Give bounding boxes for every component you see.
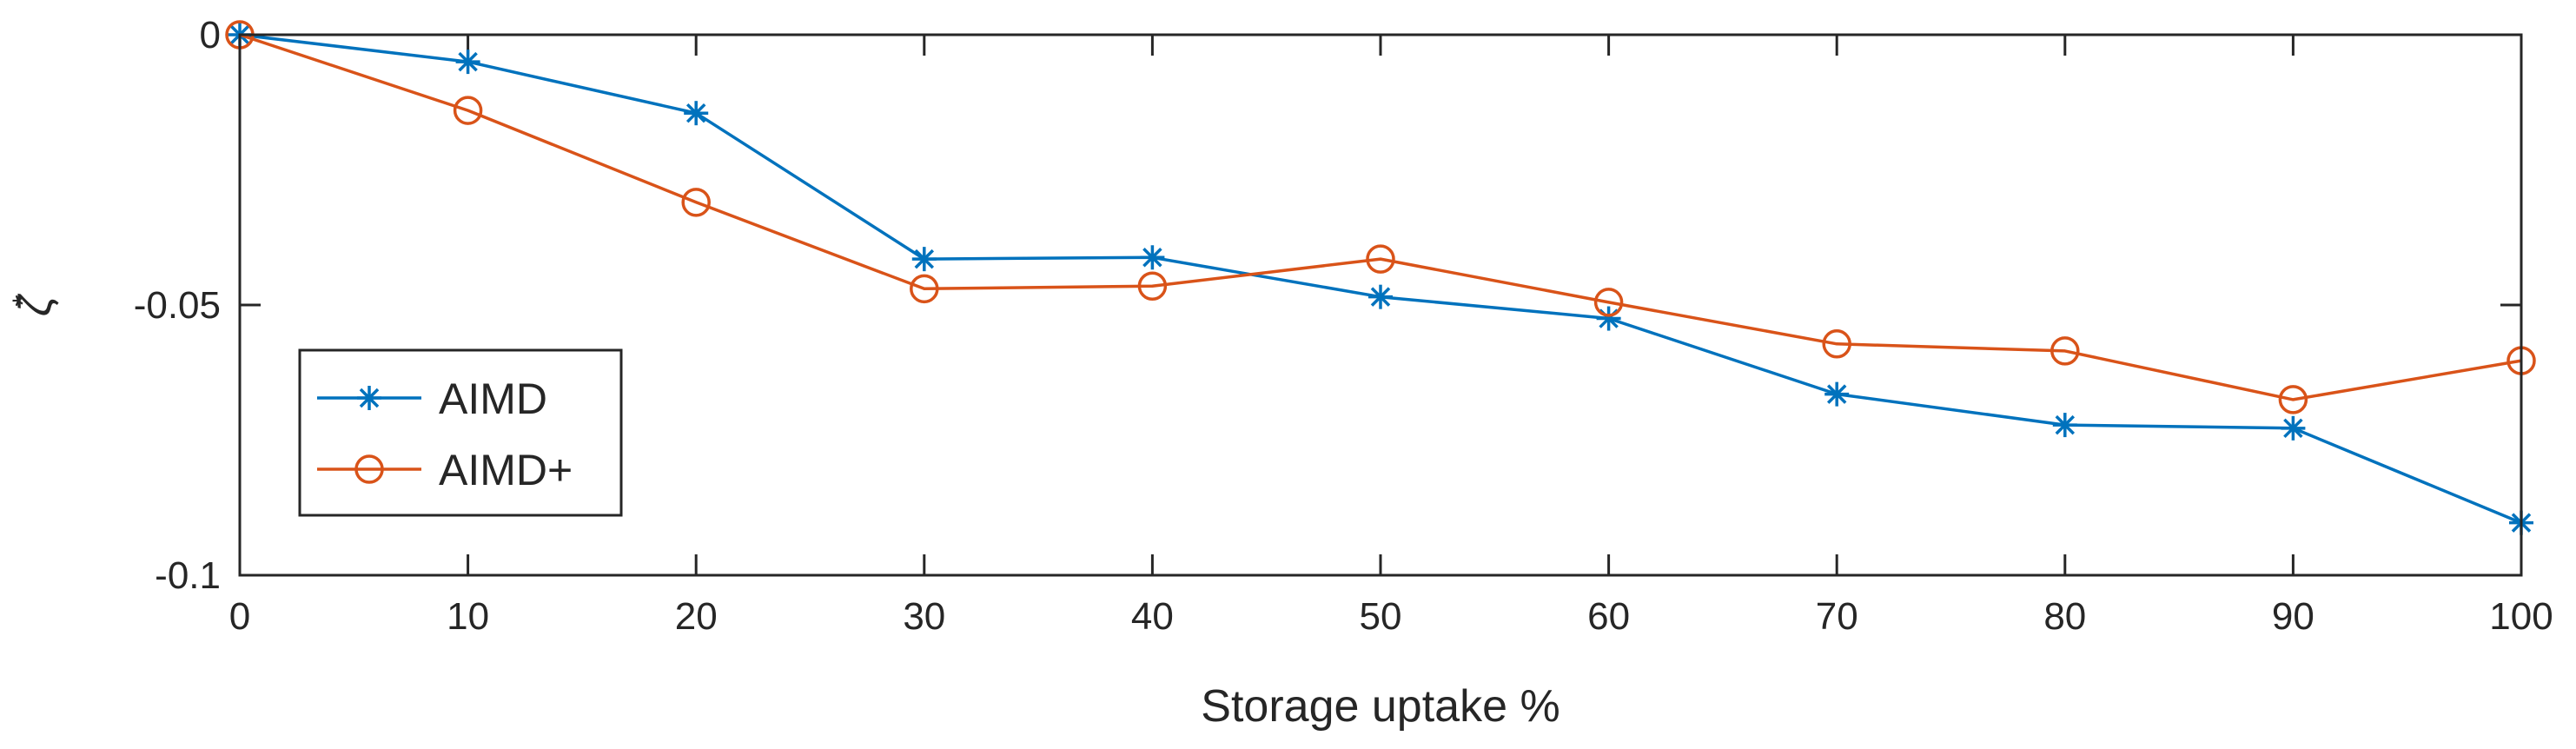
data-point-aimd: [1140, 245, 1165, 270]
data-point-aimd-plus: [1593, 288, 1624, 317]
legend-marker-symbol: [357, 386, 381, 410]
x-tick-label: 100: [2489, 595, 2553, 638]
data-point-aimd: [1824, 381, 1850, 407]
x-tick-label: 40: [1131, 595, 1174, 638]
x-tick-label: 70: [1816, 595, 1858, 638]
data-point-aimd: [2281, 415, 2306, 441]
legend-label-aimd: AIMD: [439, 374, 547, 423]
legend-marker-symbol: [354, 454, 384, 484]
legend-item-aimd-plus: AIMD+: [317, 446, 573, 494]
data-point-aimd-plus: [2278, 385, 2308, 414]
data-point-aimd-plus: [681, 188, 711, 217]
y-tick-label: -0.1: [155, 554, 221, 597]
x-tick-label: 10: [447, 595, 489, 638]
x-tick-label: 20: [675, 595, 718, 638]
marker-stroke: [685, 103, 706, 123]
data-point-aimd: [2052, 413, 2077, 438]
marker-stroke: [1142, 248, 1162, 268]
x-tick-label: 0: [229, 595, 250, 638]
legend: AIMD AIMD+: [298, 348, 623, 517]
y-axis-title: ζ *: [7, 293, 61, 316]
x-tick-label: 90: [2272, 595, 2314, 638]
marker-stroke: [359, 388, 380, 408]
y-axis-title-symbol: ζ: [10, 293, 61, 316]
x-axis-ticks: 0 10 20 30 40 50 60 70 80 90 100: [229, 35, 2553, 638]
marker-stroke: [1370, 287, 1391, 307]
data-point-aimd: [1596, 306, 1621, 331]
x-axis-title: Storage uptake %: [1201, 681, 1560, 732]
data-point-aimd-plus: [910, 274, 939, 304]
y-tick-label: -0.05: [134, 284, 221, 327]
legend-label-aimd-plus: AIMD+: [439, 446, 573, 494]
data-point-aimd: [684, 101, 709, 126]
x-tick-label: 30: [903, 595, 945, 638]
series-line-aimd-plus: [239, 33, 2522, 401]
x-tick-label: 50: [1360, 595, 1402, 638]
legend-marker-aimd-plus: [354, 454, 384, 484]
data-point-aimd-plus: [1137, 271, 1168, 301]
legend-marker-aimd: [357, 386, 381, 410]
marker-stroke: [2055, 414, 2076, 435]
data-point-aimd: [1368, 284, 1393, 309]
marker-stroke: [914, 249, 935, 269]
marker-stroke: [1826, 384, 1847, 404]
legend-box: [298, 348, 623, 517]
data-point-aimd-plus: [1822, 329, 1851, 359]
plot-area-frame: [238, 33, 2523, 577]
data-point-aimd-plus: [1366, 244, 1395, 274]
marker-stroke: [458, 51, 478, 72]
data-point-aimd-plus: [2050, 336, 2080, 366]
legend-item-aimd: AIMD: [317, 374, 547, 423]
y-tick-label: 0: [200, 14, 221, 56]
data-point-aimd: [911, 247, 937, 272]
y-axis-title-superscript: *: [7, 295, 40, 306]
data-point-aimd-plus: [453, 96, 483, 125]
marker-stroke: [2283, 418, 2303, 439]
x-tick-label: 60: [1587, 595, 1630, 638]
x-tick-label: 80: [2043, 595, 2086, 638]
data-point-aimd: [455, 50, 480, 75]
